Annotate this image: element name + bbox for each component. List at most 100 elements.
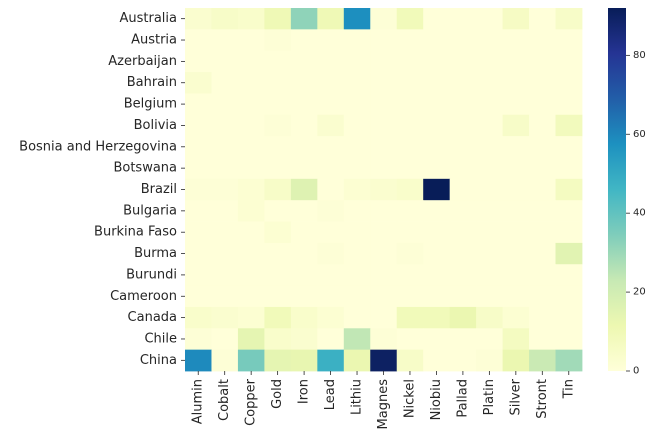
- heatmap-cell: [343, 8, 371, 30]
- heatmap-cell: [555, 8, 583, 30]
- heatmap-cell: [423, 29, 451, 52]
- heatmap-cell: [211, 72, 239, 94]
- heatmap-cell: [290, 200, 318, 222]
- heatmap-cell: [211, 136, 239, 158]
- heatmap-cell: [396, 93, 424, 116]
- heatmap-cell: [502, 178, 530, 201]
- row-label: Burkina Faso: [94, 225, 177, 240]
- heatmap-cell: [396, 306, 424, 329]
- heatmap-cell: [264, 72, 292, 94]
- heatmap-cell: [317, 72, 345, 94]
- heatmap-cell: [555, 349, 583, 372]
- colorbar-tick-label: 60: [633, 129, 646, 140]
- heatmap-cell: [211, 8, 239, 30]
- heatmap-cell: [423, 157, 451, 180]
- heatmap-cell: [343, 93, 371, 116]
- heatmap-cell: [423, 264, 451, 286]
- heatmap-cell: [449, 349, 477, 372]
- heatmap-cell: [185, 200, 212, 222]
- heatmap-cell: [290, 50, 318, 73]
- heatmap-cell: [555, 264, 583, 286]
- heatmap-cell: [317, 264, 345, 286]
- heatmap-cells: [185, 8, 583, 372]
- heatmap-cell: [529, 50, 556, 73]
- heatmap-cell: [237, 72, 265, 94]
- heatmap-cell: [185, 349, 212, 372]
- heatmap-cell: [185, 242, 212, 265]
- heatmap-cell: [317, 349, 345, 372]
- heatmap-cell: [423, 200, 451, 222]
- column-label: Cobalt: [217, 379, 232, 421]
- column-label: Silver: [508, 378, 523, 415]
- heatmap-cell: [343, 221, 371, 244]
- row-label: Canada: [128, 310, 177, 325]
- heatmap-cell: [237, 50, 265, 73]
- heatmap-cell: [237, 285, 265, 308]
- heatmap-cell: [529, 306, 556, 329]
- heatmap-cell: [317, 93, 345, 116]
- heatmap-cell: [423, 285, 451, 308]
- heatmap-cell: [237, 29, 265, 52]
- heatmap-cell: [449, 50, 477, 73]
- heatmap-cell: [449, 114, 477, 137]
- row-label: Austria: [131, 33, 177, 48]
- heatmap-cell: [476, 221, 503, 244]
- heatmap-cell: [290, 178, 318, 201]
- heatmap-cell: [343, 328, 371, 351]
- heatmap-cell: [185, 306, 212, 329]
- heatmap-cell: [502, 29, 530, 52]
- heatmap-cell: [343, 136, 371, 158]
- heatmap-cell: [396, 178, 424, 201]
- heatmap-cell: [343, 114, 371, 137]
- heatmap-cell: [370, 93, 398, 116]
- heatmap-cell: [317, 306, 345, 329]
- heatmap-cell: [211, 221, 239, 244]
- heatmap-cell: [370, 136, 398, 158]
- row-label: Bosnia and Herzegovina: [19, 139, 177, 154]
- heatmap-cell: [317, 221, 345, 244]
- heatmap-cell: [211, 200, 239, 222]
- heatmap-cell: [264, 328, 292, 351]
- heatmap-cell: [211, 157, 239, 180]
- heatmap-cell: [185, 8, 212, 30]
- heatmap-cell: [370, 178, 398, 201]
- heatmap-cell: [264, 285, 292, 308]
- heatmap-cell: [370, 72, 398, 94]
- heatmap-cell: [555, 242, 583, 265]
- heatmap-cell: [449, 285, 477, 308]
- heatmap-cell: [529, 349, 556, 372]
- heatmap-cell: [343, 285, 371, 308]
- heatmap-cell: [529, 136, 556, 158]
- heatmap-cell: [502, 306, 530, 329]
- heatmap-cell: [396, 242, 424, 265]
- column-label: Tin: [561, 379, 576, 399]
- heatmap-cell: [502, 72, 530, 94]
- heatmap-cell: [237, 178, 265, 201]
- heatmap-cell: [290, 285, 318, 308]
- heatmap-cell: [476, 200, 503, 222]
- heatmap-cell: [449, 306, 477, 329]
- heatmap-cell: [317, 136, 345, 158]
- heatmap-cell: [317, 328, 345, 351]
- heatmap-cell: [343, 72, 371, 94]
- heatmap-cell: [370, 242, 398, 265]
- heatmap-cell: [476, 50, 503, 73]
- column-label: Copper: [244, 378, 259, 426]
- row-label: Botswana: [113, 161, 177, 176]
- heatmap-cell: [370, 306, 398, 329]
- heatmap-cell: [529, 157, 556, 180]
- heatmap-cell: [370, 285, 398, 308]
- heatmap-cell: [555, 93, 583, 116]
- heatmap-cell: [423, 328, 451, 351]
- heatmap-cell: [237, 200, 265, 222]
- heatmap-cell: [396, 221, 424, 244]
- heatmap-cell: [211, 242, 239, 265]
- heatmap-cell: [185, 93, 212, 116]
- heatmap-cell: [370, 264, 398, 286]
- heatmap-cell: [529, 221, 556, 244]
- heatmap-cell: [185, 328, 212, 351]
- heatmap-cell: [290, 29, 318, 52]
- colorbar-tick-label: 80: [633, 50, 646, 61]
- heatmap-cell: [185, 50, 212, 73]
- heatmap-cell: [264, 221, 292, 244]
